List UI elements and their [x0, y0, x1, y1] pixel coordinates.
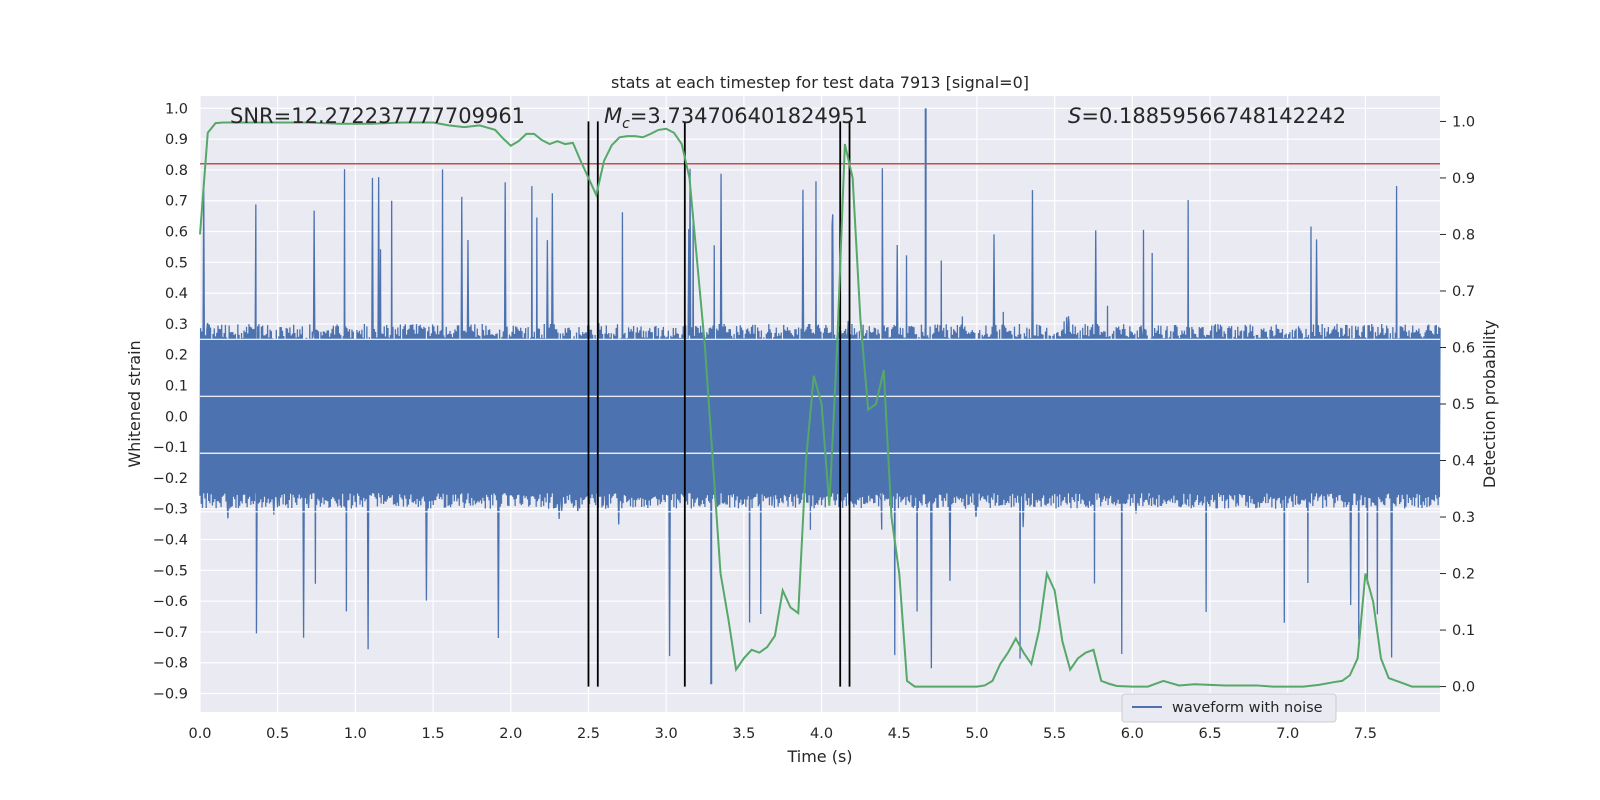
y-tick-label: 0.4 [165, 286, 188, 302]
y-tick-label: −0.6 [153, 594, 188, 610]
x-tick-label: 5.0 [965, 726, 988, 742]
y-tick-label: 0.1 [165, 379, 188, 395]
y-tick-label: −0.3 [153, 502, 188, 518]
x-tick-label: 1.5 [422, 726, 445, 742]
s-annotation: S=0.18859566748142242 [1068, 104, 1346, 128]
chirp-mass-subscript: c [622, 116, 630, 132]
y-tick-label: 0.8 [165, 163, 188, 179]
x-tick-label: 7.0 [1276, 726, 1299, 742]
y-tick-label: −0.5 [153, 563, 188, 579]
y-tick-label: −0.7 [153, 625, 188, 641]
x-tick-label: 4.5 [888, 726, 911, 742]
y-tick-label: −0.8 [153, 656, 188, 672]
y-tick-label: 0.3 [165, 317, 188, 333]
y2-tick-label: 0.9 [1452, 171, 1475, 187]
y2-tick-label: 0.5 [1452, 397, 1475, 413]
waveform-band [200, 339, 1440, 494]
x-tick-label: 6.5 [1198, 726, 1221, 742]
legend-box [1121, 693, 1337, 723]
snr-annotation: SNR=12.272237777709961 [230, 104, 525, 128]
y2-tick-label: 1.0 [1452, 114, 1475, 130]
legend: waveform with noise [1121, 693, 1337, 723]
y2-tick-label: 0.4 [1452, 454, 1475, 470]
y2-tick-label: 0.6 [1452, 340, 1475, 356]
y-tick-label: −0.2 [153, 471, 188, 487]
x-tick-label: 2.5 [577, 726, 600, 742]
y2-tick-label: 0.1 [1452, 623, 1475, 639]
chirp-mass-value: =3.734706401824951 [630, 104, 868, 128]
y-tick-label: 0.2 [165, 348, 188, 364]
x-tick-label: 0.0 [188, 726, 211, 742]
y-tick-label: 0.5 [165, 255, 188, 271]
y2-tick-label: 0.3 [1452, 510, 1475, 526]
y2-axis-label: Detection probability [1480, 320, 1499, 488]
y-tick-label: 1.0 [165, 101, 188, 117]
x-tick-label: 6.0 [1121, 726, 1144, 742]
x-tick-label: 2.0 [499, 726, 522, 742]
x-axis-label: Time (s) [786, 747, 852, 766]
detection-probability-line [199, 121, 1440, 688]
x-tick-label: 7.5 [1354, 726, 1377, 742]
chirp-mass-annotation: Mc=3.734706401824951 [604, 104, 868, 132]
y-tick-label: 0.7 [165, 194, 188, 210]
y-tick-label: 0.0 [165, 409, 188, 425]
x-tick-label: 3.5 [732, 726, 755, 742]
tick-labels: 0.0 0.5 1.0 1.5 2.0 2.5 3.0 3.5 4.0 4.5 5.0 5.5 6.0 6… [153, 101, 1475, 742]
chirp-mass-symbol: M [604, 104, 622, 128]
x-tick-label: 5.5 [1043, 726, 1066, 742]
x-tick-label: 3.0 [655, 726, 678, 742]
x-tick-label: 0.5 [266, 726, 289, 742]
y-axis-label: Whitened strain [125, 340, 144, 467]
chart-title: stats at each timestep for test data 791… [611, 73, 1029, 92]
y-tick-label: −0.1 [153, 440, 188, 456]
y2-tick-label: 0.2 [1452, 567, 1475, 583]
y-tick-label: −0.9 [153, 687, 188, 703]
traces [199, 108, 1441, 688]
legend-label: waveform with noise [1172, 700, 1323, 716]
y-tick-label: 0.6 [165, 225, 188, 241]
s-symbol: S [1068, 104, 1081, 128]
y2-tick-label: 0.0 [1452, 680, 1475, 696]
x-tick-label: 1.0 [344, 726, 367, 742]
s-value: =0.18859566748142242 [1081, 104, 1346, 128]
x-tick-label: 4.0 [810, 726, 833, 742]
y-tick-label: −0.4 [153, 533, 188, 549]
y-tick-label: 0.9 [165, 132, 188, 148]
y2-tick-label: 0.8 [1452, 227, 1475, 243]
y2-tick-label: 0.7 [1452, 284, 1475, 300]
